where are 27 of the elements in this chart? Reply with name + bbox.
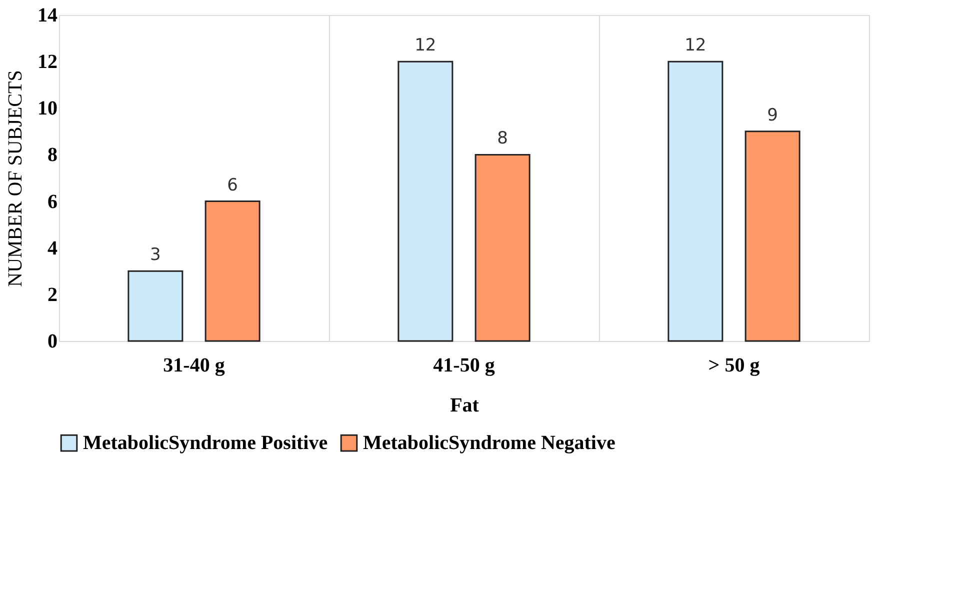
x-tick-label: 31-40 g [163,354,225,376]
y-tick-label: 14 [38,4,58,26]
y-tick-label: 10 [38,98,58,120]
data-label: 9 [767,105,778,126]
y-tick-label: 0 [48,330,58,352]
x-tick-label: 41-50 g [433,354,495,376]
data-label: 3 [150,245,161,266]
x-axis-title: Fat [450,394,480,416]
bar [668,60,724,342]
legend-label: MetabolicSyndrome Positive [83,432,328,454]
y-tick-label: 12 [38,51,58,74]
bar [744,130,800,342]
data-label: 8 [497,128,508,149]
y-tick-label: 8 [48,144,58,166]
y-tick-label: 2 [48,284,58,306]
data-label: 12 [414,36,436,56]
x-tick-label: > 50 g [708,354,760,376]
data-label: 12 [684,36,706,56]
legend-label: MetabolicSyndrome Negative [363,432,616,454]
data-label: 6 [227,175,238,196]
bar [474,154,530,342]
bar [398,60,454,342]
bar [204,200,260,342]
bar [128,270,184,342]
y-tick-label: 4 [48,237,58,260]
y-tick-label: 6 [48,190,58,213]
y-axis-title: NUMBER OF SUBJECTS [4,70,26,287]
